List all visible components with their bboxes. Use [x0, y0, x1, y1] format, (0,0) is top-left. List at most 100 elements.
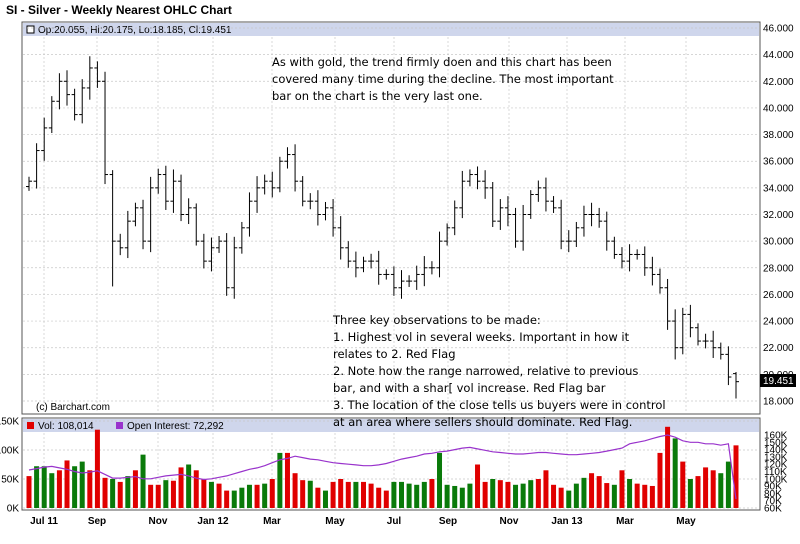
barchart-brand: (c) Barchart.com [36, 402, 110, 413]
volume-bar [56, 470, 62, 508]
last-price-value: 19.451 [763, 376, 794, 387]
volume-bar [444, 484, 450, 508]
bottom-note-line: bar, and with a shar[ vol increase. Red … [333, 381, 606, 395]
ohlc-bar [147, 176, 154, 253]
chart-title: SI - Silver - Weekly Nearest OHLC Chart [6, 3, 232, 17]
ohlc-bar [254, 176, 261, 213]
top-note-line: bar on the chart is the very last one. [272, 89, 483, 103]
volume-bar [543, 470, 549, 508]
volume-bar [239, 487, 245, 508]
bottom-note-line: relates to 2. Red Flag [333, 347, 456, 361]
top-annotation: As with gold, the trend firmly doen and … [272, 55, 614, 103]
ohlc-bar [140, 199, 147, 250]
open-interest-y-tick: 90K [764, 482, 782, 493]
open-interest-y-tick: 140K [764, 445, 788, 456]
open-interest-y-tick: 100K [764, 474, 788, 485]
volume-bar [117, 481, 123, 508]
volume-bar [79, 461, 85, 508]
bottom-note-line: 1. Highest vol in several weeks. Importa… [333, 330, 630, 344]
volume-bar [725, 461, 731, 508]
ohlc-bar [618, 247, 625, 269]
ohlc-bar [162, 165, 169, 210]
ohlc-bar [694, 323, 701, 346]
ohlc-bar [299, 176, 306, 207]
volume-bar [170, 480, 176, 508]
volume-bar [596, 476, 602, 508]
ohlc-bar [102, 71, 109, 185]
volume-bar [132, 470, 138, 508]
ohlc-bar [322, 201, 329, 221]
volume-bar [254, 484, 260, 508]
x-tick-label: Sep [88, 516, 106, 527]
volume-bar [246, 484, 252, 508]
volume-bar [178, 467, 184, 508]
ohlc-bar [178, 174, 185, 222]
volume-bar [687, 479, 693, 508]
x-tick-label: Mar [616, 516, 634, 527]
volume-bar [49, 473, 55, 508]
volume-bar [262, 483, 268, 508]
volume-bar [535, 479, 541, 508]
ohlc-bar [170, 169, 177, 213]
price-y-tick: 38.000 [763, 130, 794, 141]
volume-bar [657, 452, 663, 508]
price-ohlc-series [26, 56, 739, 399]
ohlc-bar [588, 202, 595, 227]
volume-bar [619, 470, 625, 508]
price-y-tick: 36.000 [763, 157, 794, 168]
volume-bar [718, 473, 724, 508]
volume-bar [315, 487, 321, 508]
volume-bar [201, 479, 207, 508]
volume-bar [277, 452, 283, 508]
volume-bar [300, 480, 306, 508]
ohlc-bar [550, 196, 557, 213]
ohlc-bar [482, 170, 489, 199]
volume-bar [72, 466, 78, 508]
ohlc-bar [368, 253, 375, 269]
open-interest-y-tick: 120K [764, 460, 788, 471]
volume-bar [140, 454, 146, 508]
volume-bar [611, 484, 617, 508]
ohlc-bar [542, 177, 549, 212]
ohlc-bar [611, 236, 618, 259]
open-interest-y-tick: 110K [764, 467, 787, 478]
ohlc-bar [117, 233, 124, 256]
volume-bar [216, 483, 222, 508]
ohlc-bar [687, 304, 694, 338]
ohlc-bar [603, 211, 610, 251]
volume-bar [733, 445, 739, 508]
ohlc-bar [337, 216, 344, 260]
ohlc-bar [474, 166, 481, 190]
volume-bar [573, 483, 579, 508]
x-tick-label: May [676, 516, 696, 527]
ohlc-bar [565, 230, 572, 253]
ohlc-bar [679, 307, 686, 355]
volume-y-tick: 100K [0, 446, 19, 457]
ohlc-bar [231, 236, 238, 299]
ohlc-bar [269, 171, 276, 198]
open-interest-y-tick: 160K [764, 431, 788, 442]
volume-bar [566, 490, 572, 508]
price-y-tick: 40.000 [763, 103, 794, 114]
ohlc-bar [497, 199, 504, 230]
volume-bar [505, 481, 511, 508]
ohlc-bar [725, 346, 732, 386]
top-note-line: As with gold, the trend firmly doen and … [272, 55, 612, 69]
volume-bar [399, 481, 405, 508]
price-y-tick: 22.000 [763, 343, 794, 354]
volume-bar [163, 480, 169, 508]
volume-bar [680, 461, 686, 508]
volume-bar [148, 484, 154, 508]
price-y-tick: 46.000 [763, 24, 794, 35]
ohlc-bar [155, 168, 162, 194]
volume-bar [642, 484, 648, 508]
ohlc-bar [41, 117, 48, 161]
ohlc-bar [208, 237, 215, 272]
x-axis: Jul 11 Sep Nov Jan 12 Mar May Jul Sep Nov Jan 13 M… [30, 516, 696, 527]
ohlc-bar [656, 268, 663, 294]
volume-bar [406, 483, 412, 508]
price-y-tick: 44.000 [763, 50, 794, 61]
volume-legend-band [23, 419, 759, 432]
ohlc-bar [223, 233, 230, 296]
ohlc-bar [580, 205, 587, 237]
